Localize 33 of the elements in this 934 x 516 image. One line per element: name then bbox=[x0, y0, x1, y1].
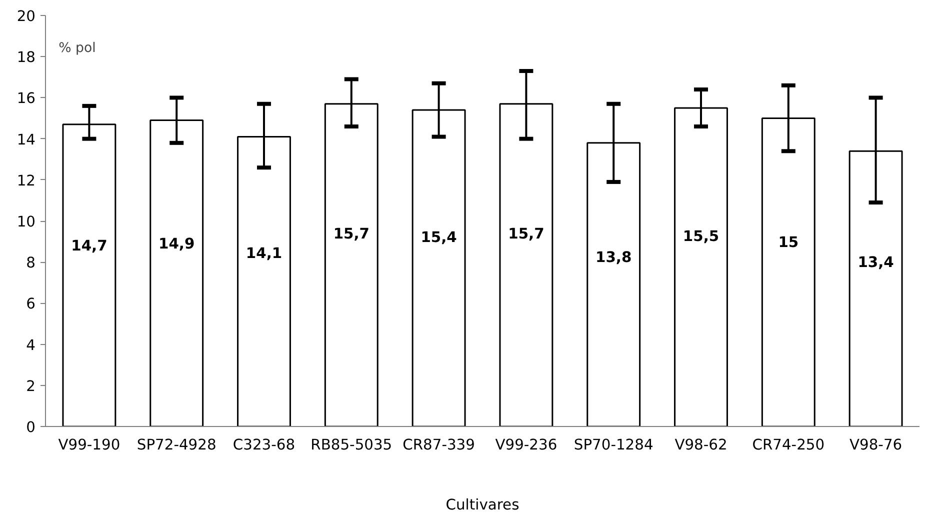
data-label: 15,4 bbox=[420, 229, 457, 246]
x-tick-label: V99-190 bbox=[58, 436, 120, 454]
x-tick-label: SP70-1284 bbox=[574, 436, 654, 454]
x-tick-label: CR74-250 bbox=[752, 436, 825, 454]
x-axis-title: Cultivares bbox=[446, 496, 520, 514]
y-tick-label: 16 bbox=[16, 90, 36, 108]
y-tick-label: 4 bbox=[26, 336, 36, 354]
x-tick-label: V98-62 bbox=[674, 436, 728, 454]
data-label: 15,5 bbox=[682, 228, 720, 245]
data-label: 13,8 bbox=[596, 248, 632, 266]
data-label: 15 bbox=[778, 234, 799, 252]
y-tick-label: 14 bbox=[16, 131, 36, 148]
data-label: 14,9 bbox=[158, 235, 195, 252]
data-label: 15,7 bbox=[333, 225, 370, 242]
x-tick-label: RB85-5035 bbox=[310, 436, 392, 454]
x-tick-label: V99-236 bbox=[495, 436, 558, 454]
y-tick-label: 10 bbox=[16, 214, 36, 230]
data-label: 14,1 bbox=[246, 245, 282, 262]
y-tick-label: 6 bbox=[26, 296, 36, 313]
y-tick-label: 2 bbox=[26, 378, 36, 395]
y-tick-label: 18 bbox=[16, 49, 36, 66]
x-tick-label: CR87-339 bbox=[402, 436, 475, 454]
x-tick-label: V98-76 bbox=[849, 436, 902, 454]
y-tick-label: 20 bbox=[16, 8, 36, 25]
data-label: 13,4 bbox=[858, 254, 894, 271]
y-tick-label: 0 bbox=[26, 419, 36, 436]
data-label: 14,7 bbox=[71, 238, 108, 255]
x-tick-label: C323-68 bbox=[232, 436, 296, 454]
y-axis-title: % pol bbox=[58, 40, 96, 56]
y-tick-label: 8 bbox=[26, 254, 36, 272]
x-tick-label: SP72-4928 bbox=[136, 436, 216, 454]
y-tick-label: 12 bbox=[16, 172, 36, 190]
data-label: 15,7 bbox=[508, 225, 544, 242]
